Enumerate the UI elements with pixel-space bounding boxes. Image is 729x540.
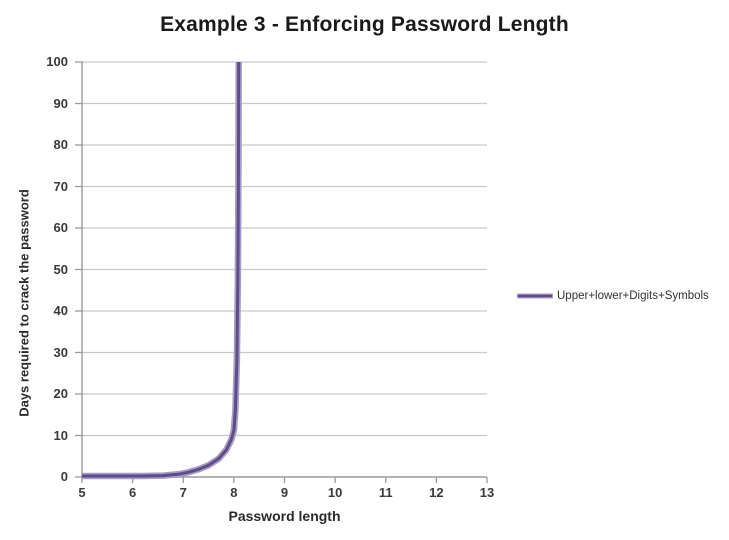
chart-title: Example 3 - Enforcing Password Length (160, 13, 569, 36)
y-tick-label-20: 20 (53, 386, 68, 401)
legend-series-label: Upper+lower+Digits+Symbols (557, 290, 709, 302)
y-tick-label-30: 30 (53, 344, 68, 360)
legend-line-swatch (517, 293, 553, 299)
x-tick-label-9: 9 (280, 485, 289, 500)
y-tick-label-90: 90 (53, 95, 68, 111)
y-tick-label-80: 80 (53, 137, 68, 152)
x-tick-label-6: 6 (129, 485, 137, 500)
y-axis-title: Days required to crack the password (16, 189, 32, 417)
legend: Upper+lower+Digits+Symbols (517, 290, 709, 302)
y-tick-label-50: 50 (53, 261, 68, 277)
y-tick-label-0: 0 (60, 469, 68, 484)
y-tick-label-70: 70 (53, 178, 68, 194)
x-tick-label-7: 7 (179, 485, 187, 500)
x-tick-label-11: 11 (378, 485, 393, 500)
y-tick-label-40: 40 (53, 303, 68, 318)
x-tick-label-12: 12 (429, 485, 444, 500)
x-tick-label-10: 10 (327, 485, 343, 500)
y-tick-label-10: 10 (53, 427, 68, 443)
y-tick-label-60: 60 (53, 220, 68, 235)
y-tick-label-100: 100 (46, 54, 68, 69)
x-tick-label-5: 5 (78, 485, 86, 500)
x-tick-label-8: 8 (230, 485, 238, 500)
x-tick-label-13: 13 (479, 485, 495, 500)
x-axis-title: Password length (228, 508, 341, 524)
series-line-inner (82, 61, 241, 478)
